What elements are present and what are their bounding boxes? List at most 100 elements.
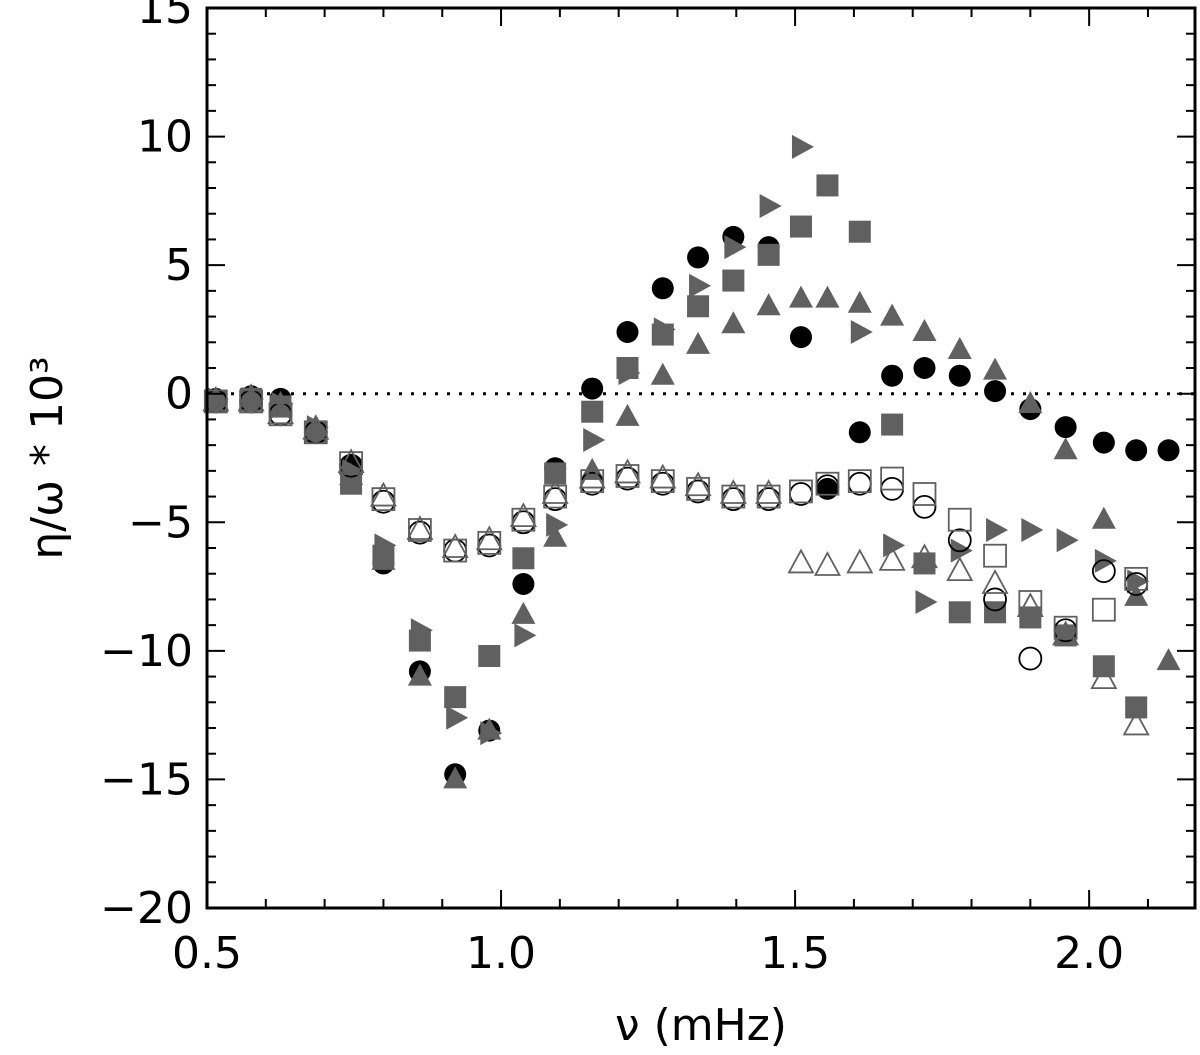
data-point-filled-square <box>478 645 501 667</box>
y-tick-label: −15 <box>100 754 193 805</box>
data-point-filled-triangle-up <box>686 331 711 354</box>
data-point-open-square <box>203 389 228 414</box>
data-point-open-square <box>407 518 432 542</box>
data-point-filled-triangle-up <box>407 663 432 686</box>
data-point-open-square <box>789 479 813 504</box>
data-point-filled-triangle-right <box>724 235 747 260</box>
data-point-filled-triangle-right <box>1127 569 1150 594</box>
data-point-open-triangle-up <box>1016 592 1044 618</box>
data-point-open-triangle-up <box>878 545 906 571</box>
data-point-filled-triangle-right <box>1056 528 1079 553</box>
data-point-open-square <box>847 469 872 494</box>
data-point-open-triangle-up <box>406 515 434 540</box>
y-tick-label: 0 <box>165 369 193 420</box>
data-point-filled-triangle-right <box>374 533 397 558</box>
data-point-filled-triangle-right <box>653 317 676 342</box>
data-point-filled-triangle-right <box>915 590 938 614</box>
data-point-filled-triangle-right <box>446 705 469 730</box>
data-point-open-square <box>511 507 536 532</box>
data-point-filled-triangle-right <box>759 194 782 218</box>
data-point-filled-triangle-up <box>650 362 675 385</box>
data-point-filled-triangle-up <box>511 601 536 624</box>
data-point-filled-triangle-right <box>242 386 265 411</box>
data-point-open-triangle-up <box>755 479 783 504</box>
x-tick-label: 1.5 <box>760 928 830 979</box>
data-point-filled-circle <box>1054 416 1077 439</box>
data-point-open-square <box>1018 590 1043 614</box>
y-tick-label: −10 <box>100 626 193 677</box>
data-point-open-triangle-up <box>813 551 841 576</box>
data-point-open-triangle-up <box>578 463 606 489</box>
data-point-open-triangle-up <box>237 386 265 412</box>
data-point-filled-triangle-right <box>689 273 712 298</box>
data-point-filled-square <box>1054 624 1077 647</box>
data-point-open-square <box>815 471 840 496</box>
data-point-open-square <box>371 487 396 512</box>
data-point-filled-triangle-up <box>815 285 840 308</box>
data-point-filled-triangle-up <box>543 524 568 547</box>
data-point-filled-square <box>848 220 871 243</box>
data-point-filled-triangle-up <box>947 337 972 359</box>
data-point-filled-circle <box>616 321 639 343</box>
data-point-filled-triangle-up <box>912 319 937 341</box>
data-point-filled-square <box>444 686 467 709</box>
data-point-open-square <box>912 482 937 506</box>
data-point-open-circle <box>983 587 1007 612</box>
data-point-filled-triangle-up <box>1091 506 1116 529</box>
data-point-filled-square <box>816 174 839 197</box>
data-point-open-triangle-up <box>787 548 815 574</box>
data-point-filled-square <box>687 295 710 318</box>
data-point-open-square <box>477 530 502 555</box>
data-point-open-triangle-up <box>302 414 330 440</box>
plot-area <box>202 134 1181 789</box>
data-point-filled-square <box>581 400 604 423</box>
data-point-open-square <box>880 466 905 491</box>
data-point-filled-triangle-up <box>756 293 781 316</box>
data-point-filled-triangle-right <box>480 721 503 746</box>
data-point-open-square <box>983 543 1007 568</box>
data-point-open-square <box>615 464 640 488</box>
y-tick-label: −5 <box>128 497 193 548</box>
data-point-filled-triangle-right <box>410 618 433 643</box>
data-point-open-square <box>443 538 468 563</box>
data-point-filled-circle <box>1157 439 1180 462</box>
data-point-filled-circle <box>848 421 871 444</box>
data-point-filled-triangle-up <box>1156 648 1181 671</box>
data-point-filled-triangle-right <box>583 428 606 452</box>
y-tick-label: 15 <box>137 0 193 34</box>
data-point-open-square <box>721 484 746 509</box>
data-point-filled-circle <box>1092 431 1115 454</box>
data-point-open-triangle-up <box>946 556 974 582</box>
data-point-filled-triangle-right <box>618 361 641 386</box>
data-point-open-circle <box>1091 559 1116 584</box>
data-point-filled-square <box>948 601 971 624</box>
data-point-open-circle <box>947 528 972 553</box>
data-point-open-circle <box>1018 646 1043 671</box>
data-point-open-square <box>756 484 781 509</box>
data-point-filled-triangle-right <box>850 320 873 344</box>
data-point-filled-square <box>1019 606 1042 629</box>
data-point-open-square <box>239 389 264 414</box>
tick-labels: 15 10 5 0 −5 −10 −15 −200.5 1.0 1.5 2.0 <box>100 0 1124 979</box>
data-point-filled-triangle-up <box>788 285 813 308</box>
data-point-filled-square <box>757 243 780 266</box>
data-point-filled-square <box>789 215 812 238</box>
data-point-filled-circle <box>581 377 604 400</box>
data-point-open-triangle-up <box>475 525 503 551</box>
data-point-open-triangle-up <box>684 471 712 497</box>
data-point-open-square <box>543 484 568 509</box>
data-point-open-triangle-up <box>613 458 642 484</box>
plot-frame <box>205 6 1197 910</box>
data-point-open-triangle-up <box>337 448 365 474</box>
axis-ticks <box>206 7 1195 909</box>
data-point-filled-circle <box>512 573 535 595</box>
data-point-filled-triangle-up <box>371 547 396 570</box>
data-point-open-triangle-up <box>719 479 747 504</box>
y-tick-label: 5 <box>165 240 193 291</box>
data-point-filled-square <box>722 269 745 292</box>
data-point-filled-square <box>984 601 1007 624</box>
data-point-open-square <box>1124 566 1149 591</box>
data-point-filled-triangle-right <box>986 518 1009 542</box>
data-point-open-square <box>686 476 710 501</box>
